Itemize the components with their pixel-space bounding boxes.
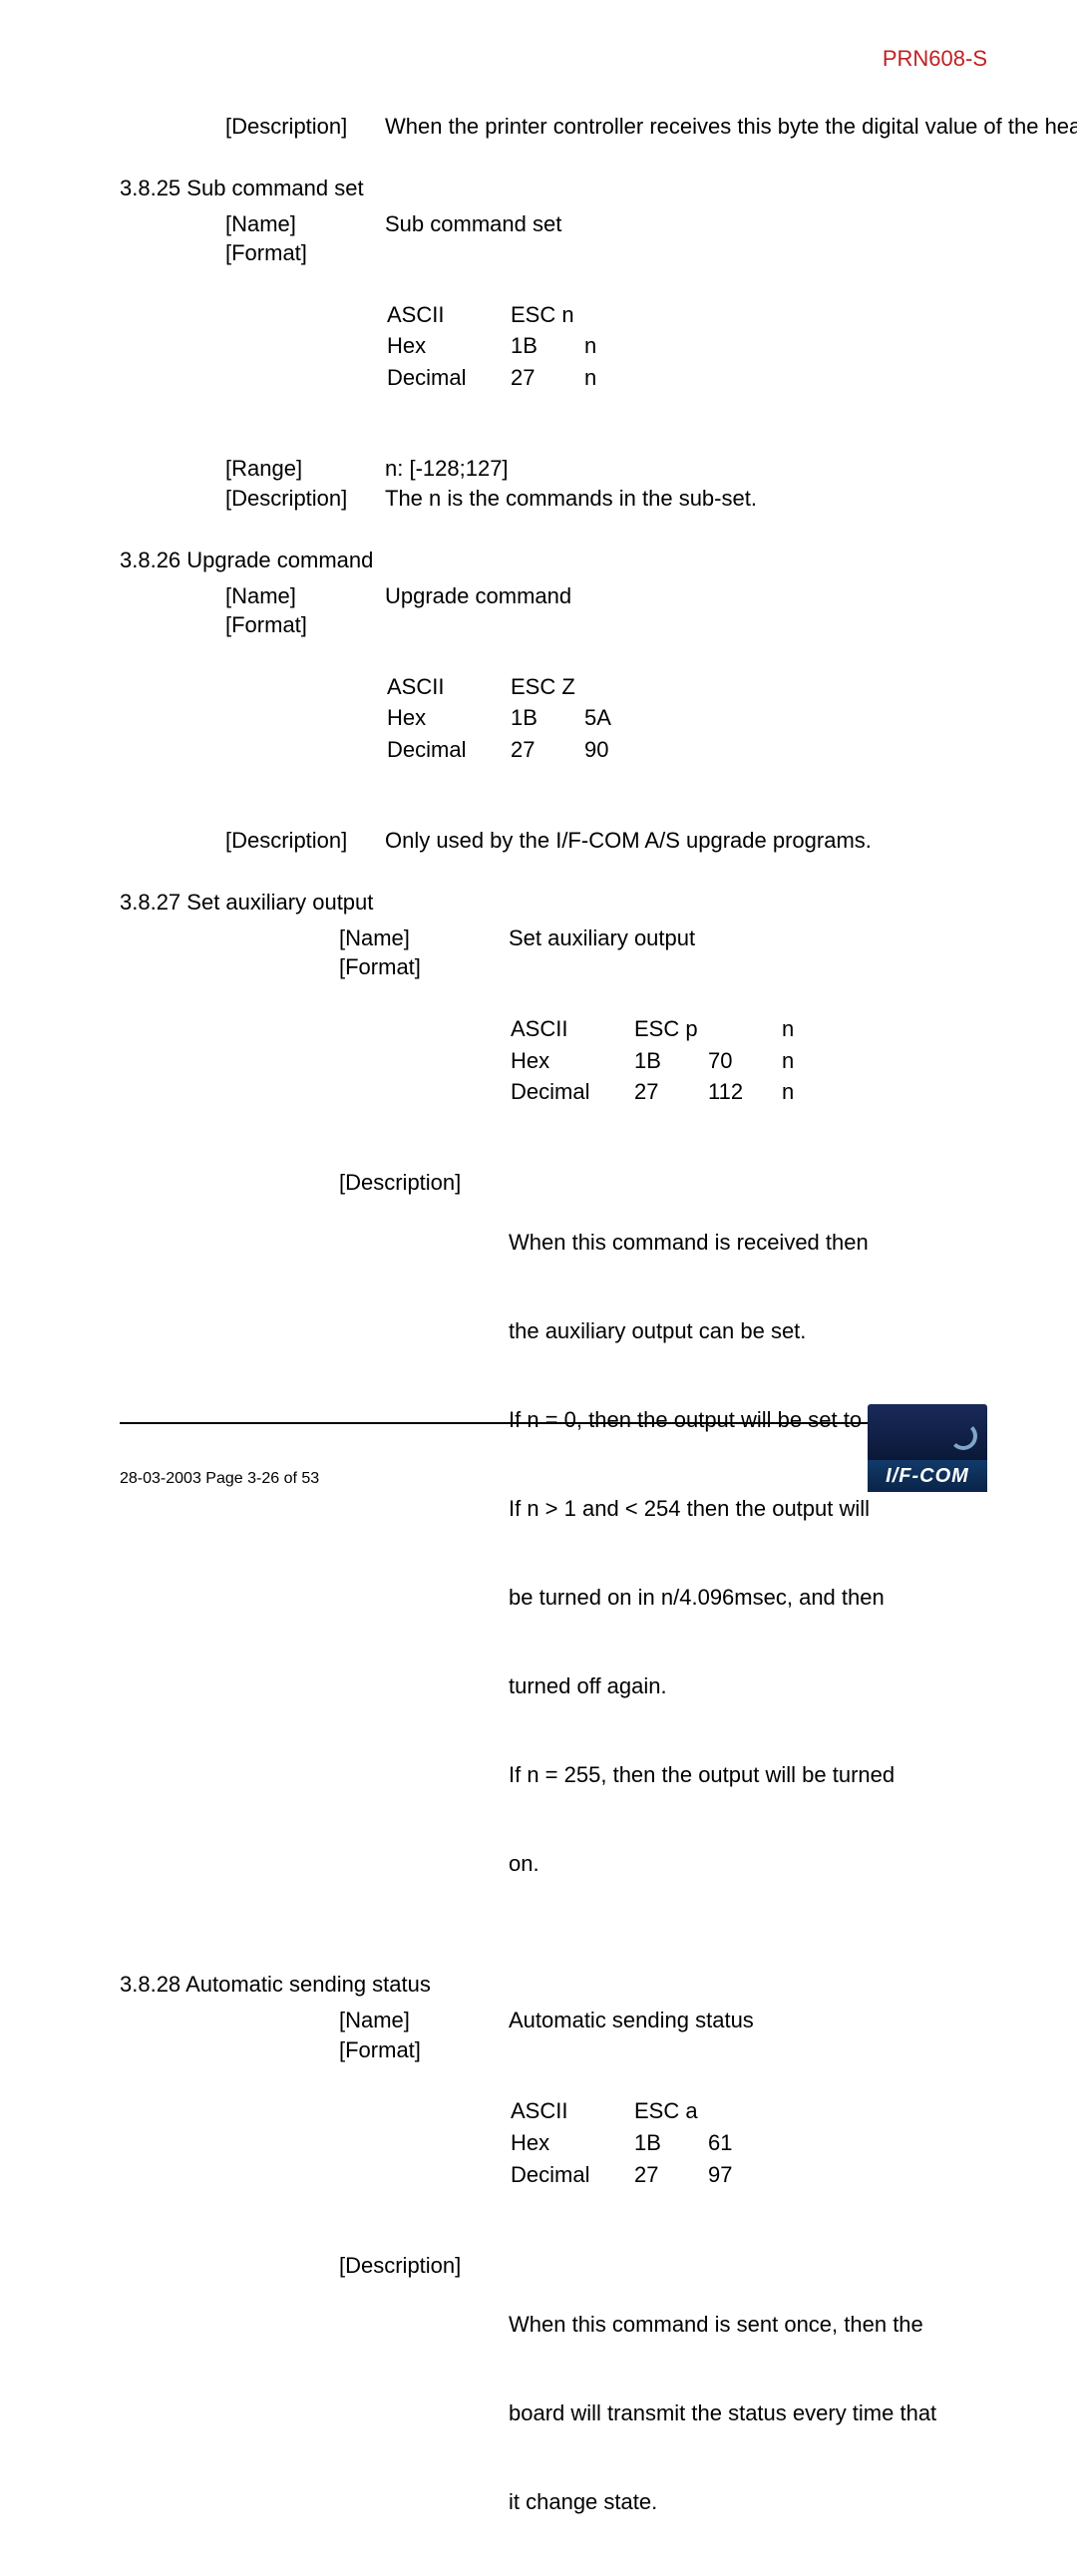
table-row: Hex1B70n	[511, 1046, 806, 1076]
table-row: ASCIIESC pn	[511, 1014, 806, 1044]
s26-heading: 3.8.26 Upgrade command	[120, 548, 987, 573]
s25-range-label: [Range]	[225, 454, 385, 484]
footer-divider	[120, 1422, 987, 1424]
table-row: ASCIIESC a	[511, 2096, 744, 2126]
table-row: Decimal27112n	[511, 1077, 806, 1107]
s28-heading: 3.8.28 Automatic sending status	[120, 1972, 987, 1998]
s28-desc-line: it change state.	[509, 2487, 987, 2517]
table-row: Decimal27n	[387, 363, 608, 393]
s25-desc-value: The n is the commands in the sub-set.	[385, 484, 757, 514]
s25-name-value: Sub command set	[385, 209, 561, 239]
table-row: Hex1B5A	[387, 703, 623, 733]
s27-name-value: Set auxiliary output	[509, 923, 695, 953]
s26-name-label: [Name]	[225, 581, 385, 611]
s25-range-value: n: [-128;127]	[385, 454, 509, 484]
s27-desc-label: [Description]	[339, 1168, 509, 1198]
s25-format-label: [Format]	[225, 238, 385, 268]
s26-desc-label: [Description]	[225, 826, 385, 856]
s26-desc-value: Only used by the I/F-COM A/S upgrade pro…	[385, 826, 872, 856]
logo-text: I/F-COM	[868, 1460, 987, 1492]
table-row: Decimal2797	[511, 2160, 744, 2190]
table-row: ASCIIESC Z	[387, 672, 623, 702]
s27-format-table: ASCIIESC pn Hex1B70n Decimal27112n	[509, 1012, 808, 1109]
s28-name-value: Automatic sending status	[509, 2006, 754, 2035]
table-row: Hex1B61	[511, 2128, 744, 2158]
s26-format-table: ASCIIESC Z Hex1B5A Decimal2790	[385, 670, 625, 767]
s25-desc-label: [Description]	[225, 484, 385, 514]
s26-format-label: [Format]	[225, 610, 385, 640]
s25-heading: 3.8.25 Sub command set	[120, 176, 987, 201]
s28-name-label: [Name]	[339, 2006, 509, 2035]
s27-desc-line: be turned on in n/4.096msec, and then	[509, 1583, 987, 1613]
table-row: Decimal2790	[387, 735, 623, 765]
s27-heading: 3.8.27 Set auxiliary output	[120, 890, 987, 916]
s27-desc-line: on.	[509, 1849, 987, 1879]
doc-id: PRN608-S	[120, 46, 987, 72]
top-desc-text: When the printer controller receives thi…	[385, 112, 1077, 142]
s25-name-label: [Name]	[225, 209, 385, 239]
s28-desc-line: board will transmit the status every tim…	[509, 2398, 987, 2428]
s28-desc-line: When this command is sent once, then the	[509, 2310, 987, 2340]
top-desc-label: [Description]	[225, 112, 385, 142]
s27-desc-line: When this command is received then	[509, 1228, 987, 1258]
table-row: Hex1Bn	[387, 331, 608, 361]
s26-name-value: Upgrade command	[385, 581, 571, 611]
s27-desc-line: If n > 1 and < 254 then the output will	[509, 1494, 987, 1524]
s28-format-table: ASCIIESC a Hex1B61 Decimal2797	[509, 2094, 746, 2191]
s27-name-label: [Name]	[339, 923, 509, 953]
s28-format-label: [Format]	[339, 2035, 509, 2065]
s27-format-label: [Format]	[339, 952, 509, 982]
s27-desc-line: If n = 255, then the output will be turn…	[509, 1760, 987, 1790]
top-description-block: [Description] When the printer controlle…	[225, 112, 987, 142]
table-row: ASCIIESC n	[387, 300, 608, 330]
s25-format-table: ASCIIESC n Hex1Bn Decimal27n	[385, 298, 610, 395]
footer-text: 28-03-2003 Page 3-26 of 53	[120, 1470, 319, 1488]
s27-desc-line: the auxiliary output can be set.	[509, 1316, 987, 1346]
logo: I/F-COM	[868, 1404, 987, 1492]
s28-desc-label: [Description]	[339, 2251, 509, 2281]
s27-desc-line: turned off again.	[509, 1671, 987, 1701]
